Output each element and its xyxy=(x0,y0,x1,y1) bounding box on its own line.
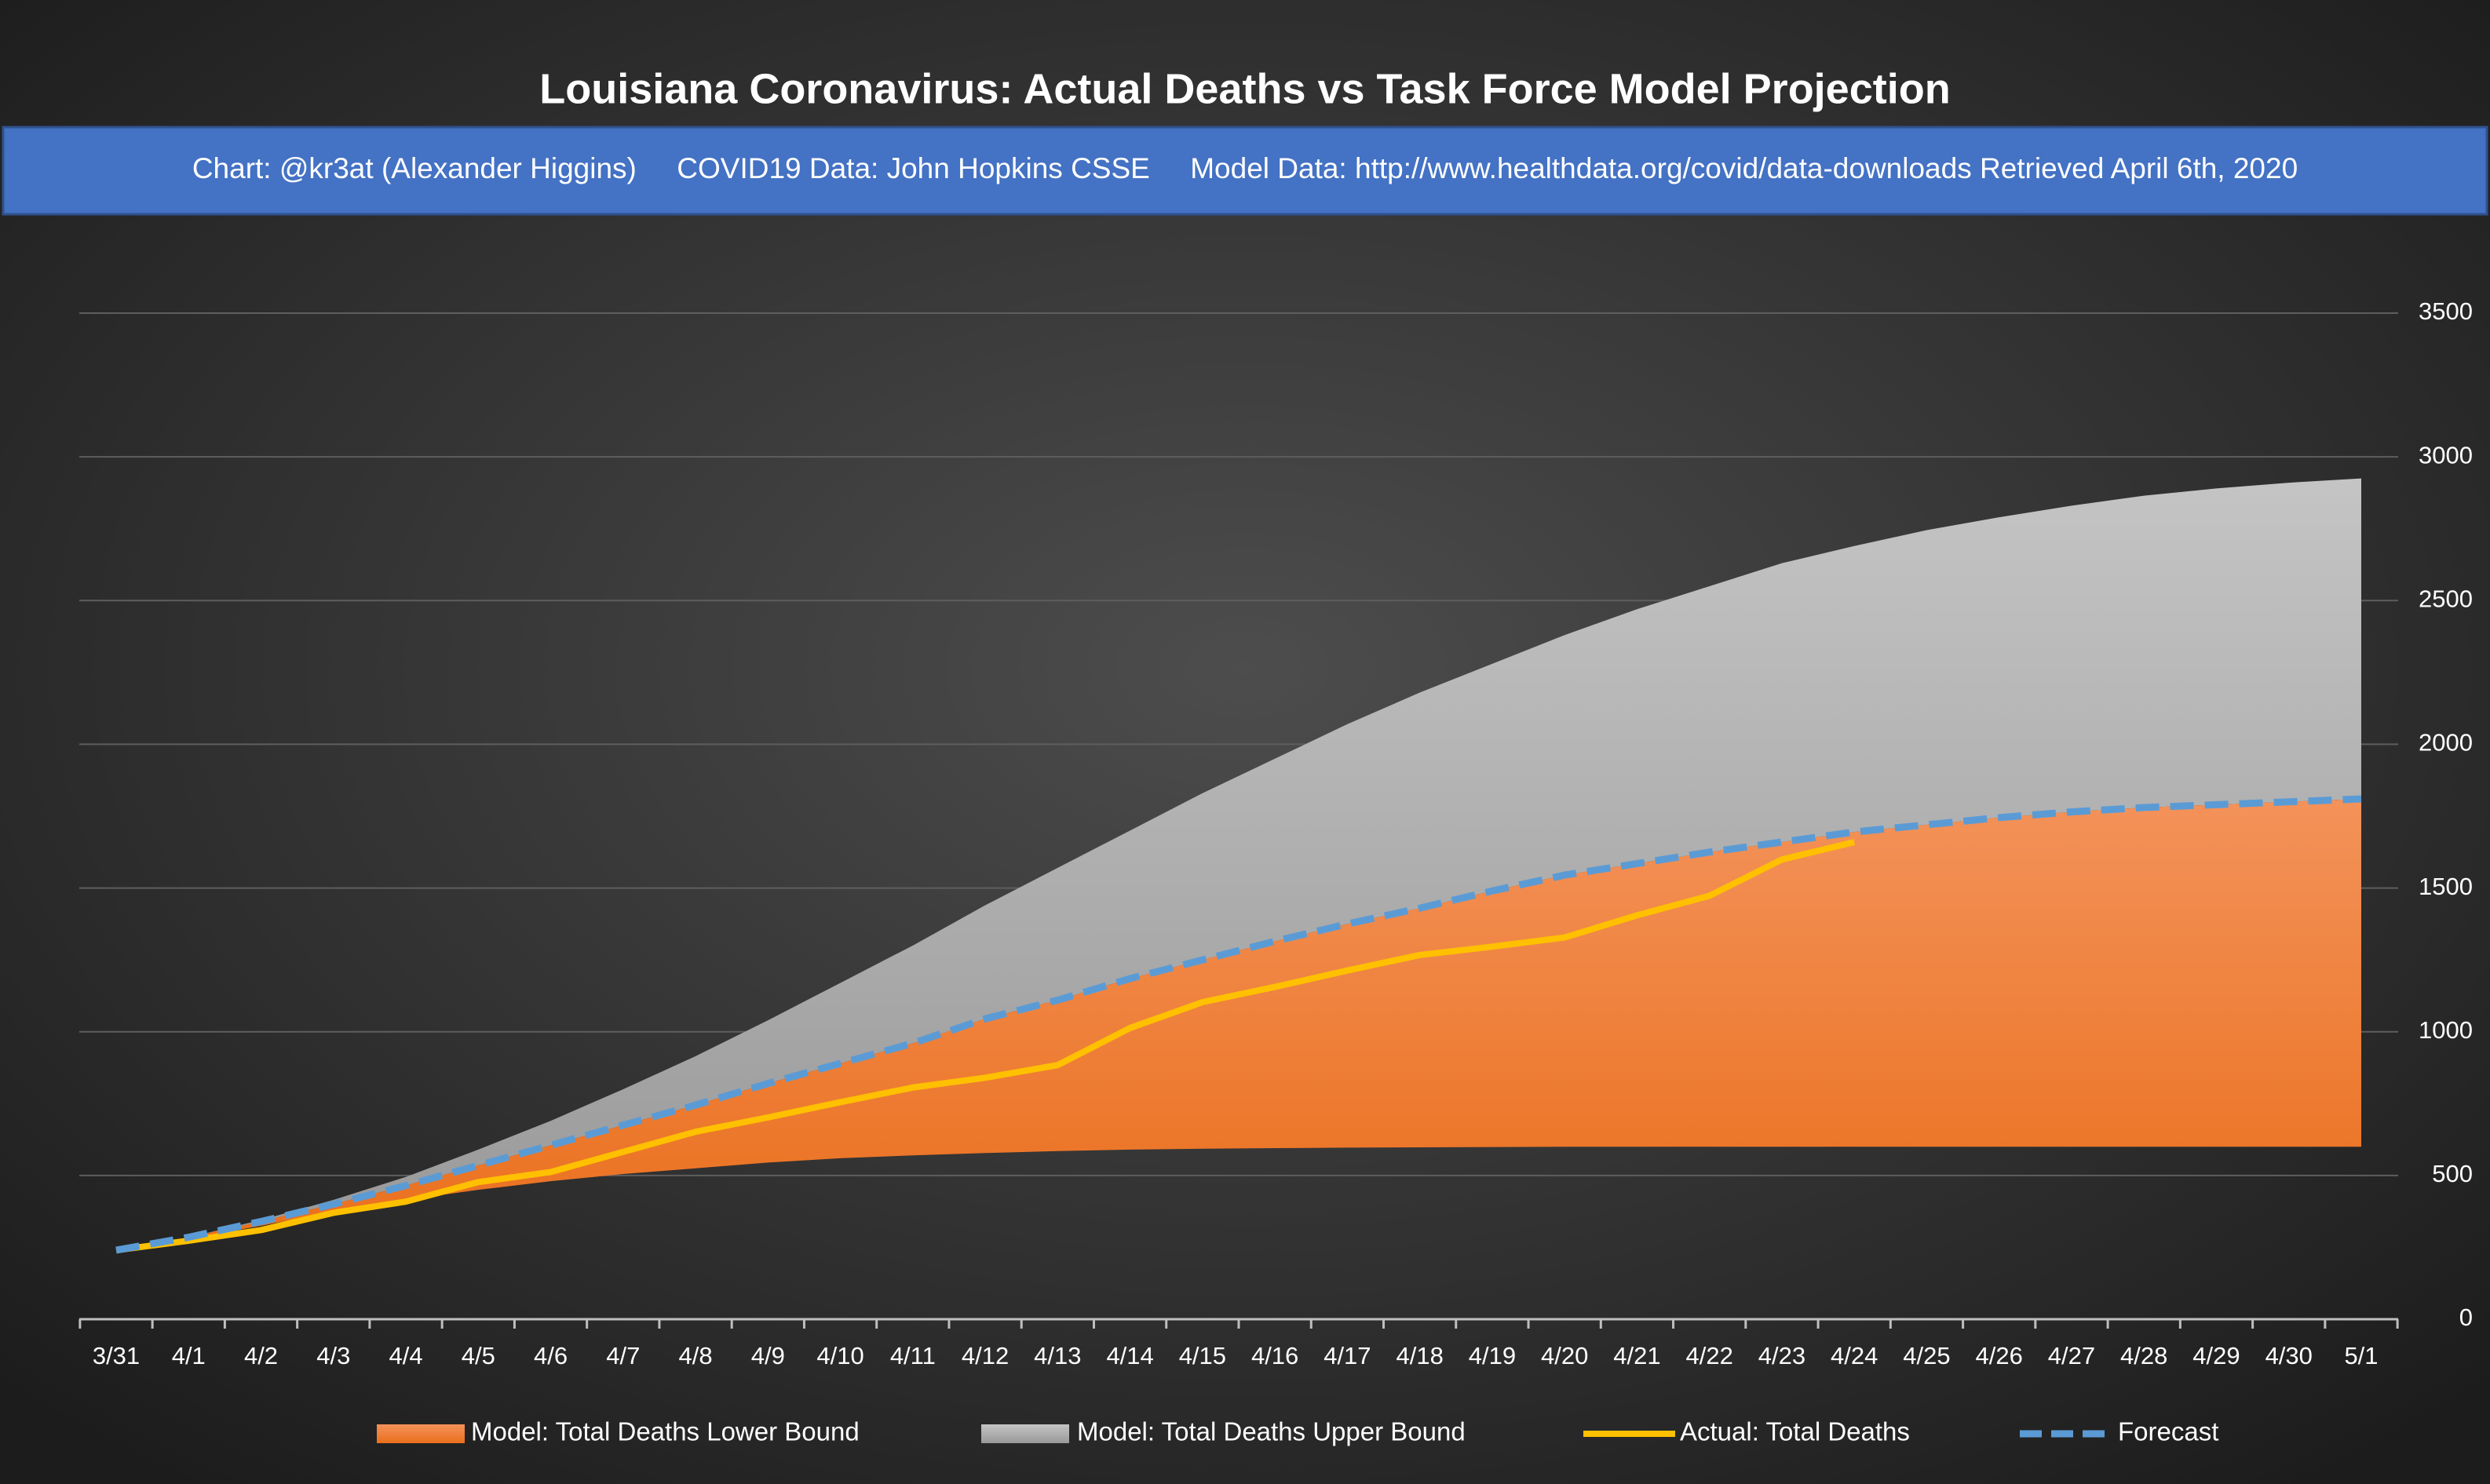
x-tick-label: 4/18 xyxy=(1396,1342,1443,1369)
legend-label: Model: Total Deaths Upper Bound xyxy=(1077,1417,1466,1446)
y-tick-label: 0 xyxy=(2459,1304,2473,1331)
x-tick-label: 4/23 xyxy=(1758,1342,1805,1369)
x-tick-label: 4/9 xyxy=(751,1342,785,1369)
x-tick-label: 4/3 xyxy=(316,1342,350,1369)
x-tick-label: 4/30 xyxy=(2265,1342,2313,1369)
subtitle-banner xyxy=(2,126,2488,216)
x-tick-label: 4/14 xyxy=(1106,1342,1153,1369)
y-tick-label: 1000 xyxy=(2419,1016,2473,1044)
x-tick-label: 4/21 xyxy=(1613,1342,1660,1369)
y-tick-label: 2500 xyxy=(2419,585,2473,612)
x-tick-label: 4/13 xyxy=(1034,1342,1081,1369)
x-tick-label: 4/8 xyxy=(679,1342,713,1369)
x-tick-label: 3/31 xyxy=(93,1342,140,1369)
x-tick-label: 4/24 xyxy=(1831,1342,1878,1369)
x-tick-label: 4/19 xyxy=(1469,1342,1516,1369)
x-tick-label: 4/12 xyxy=(962,1342,1009,1369)
y-tick-label: 2000 xyxy=(2419,729,2473,757)
y-tick-label: 3500 xyxy=(2419,297,2473,325)
legend-swatch xyxy=(981,1424,1069,1443)
legend-label: Actual: Total Deaths xyxy=(1680,1417,1910,1446)
upper-bound-area xyxy=(116,478,2361,1251)
x-tick-label: 4/20 xyxy=(1541,1342,1588,1369)
x-tick-label: 4/15 xyxy=(1179,1342,1226,1369)
y-tick-label: 3000 xyxy=(2419,441,2473,469)
y-tick-label: 1500 xyxy=(2419,873,2473,900)
x-tick-label: 4/1 xyxy=(172,1342,206,1369)
x-tick-label: 4/2 xyxy=(244,1342,278,1369)
x-tick-label: 4/11 xyxy=(890,1342,936,1369)
legend-label: Forecast xyxy=(2118,1417,2218,1446)
actual-line xyxy=(115,839,1856,1254)
x-tick-label: 4/27 xyxy=(2048,1342,2095,1369)
x-tick-label: 4/28 xyxy=(2120,1342,2167,1369)
forecast-line xyxy=(115,795,2362,1254)
x-tick-label: 4/25 xyxy=(1903,1342,1950,1369)
x-tick-label: 4/4 xyxy=(389,1342,422,1369)
x-tick-label: 4/6 xyxy=(534,1342,568,1369)
x-tick-label: 4/7 xyxy=(606,1342,640,1369)
x-tick-label: 4/5 xyxy=(462,1342,495,1369)
y-tick-label: 500 xyxy=(2432,1160,2473,1187)
x-tick-label: 4/22 xyxy=(1686,1342,1733,1369)
x-tick-label: 5/1 xyxy=(2344,1342,2378,1369)
x-tick-label: 4/29 xyxy=(2192,1342,2240,1369)
x-tick-label: 4/17 xyxy=(1323,1342,1371,1369)
x-tick-label: 4/10 xyxy=(816,1342,863,1369)
chart-subtitle: Chart: @kr3at (Alexander Higgins) COVID1… xyxy=(192,152,2298,184)
x-tick-label: 4/16 xyxy=(1251,1342,1298,1369)
legend-label: Model: Total Deaths Lower Bound xyxy=(471,1417,860,1446)
chart-title: Louisiana Coronavirus: Actual Deaths vs … xyxy=(539,65,1950,112)
legend-swatch xyxy=(377,1424,465,1443)
x-tick-label: 4/26 xyxy=(1976,1342,2023,1369)
